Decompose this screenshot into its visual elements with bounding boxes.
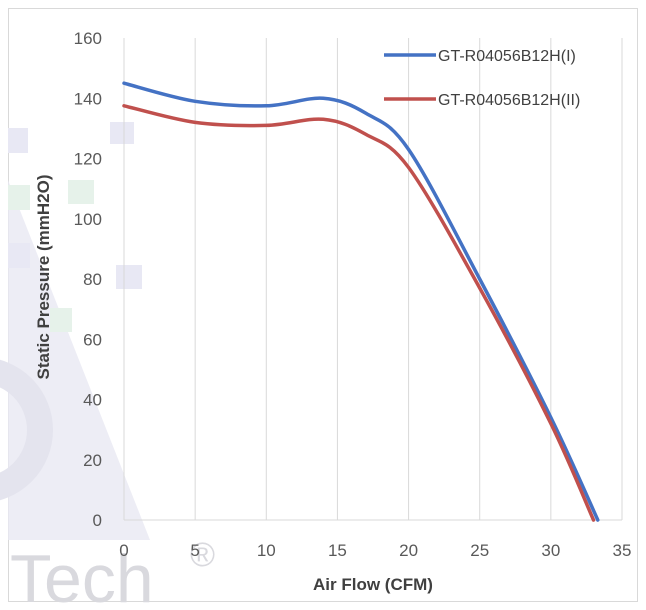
watermark-triangle: [8, 180, 150, 540]
x-tick-label: 25: [470, 541, 489, 560]
watermark-square: [8, 243, 30, 268]
watermark-square: [116, 265, 142, 289]
y-tick-label: 40: [83, 391, 102, 410]
watermark-text: Tech: [10, 541, 154, 610]
legend-label-1: GT-R04056B12H(I): [438, 48, 576, 65]
series-layer: [122, 81, 600, 522]
watermark-square: [8, 128, 28, 153]
watermark: Tech ®: [0, 122, 215, 610]
x-tick-label: 5: [190, 541, 199, 560]
watermark-registered: ®: [190, 536, 215, 574]
watermark-swirl: [0, 359, 53, 501]
legend-label-2: GT-R04056B12H(II): [438, 92, 580, 109]
x-tick-label: 0: [119, 541, 128, 560]
watermark-square: [50, 308, 72, 332]
series-line-1: [122, 81, 600, 522]
y-tick-label: 0: [93, 511, 102, 530]
x-axis-title: Air Flow (CFM): [313, 575, 433, 594]
x-tick-label: 20: [399, 541, 418, 560]
y-tick-labels: 0 20 40 60 80 100 120 140 160: [74, 29, 102, 530]
x-tick-label: 10: [257, 541, 276, 560]
watermark-square: [110, 122, 134, 144]
y-tick-label: 60: [83, 330, 102, 349]
x-tick-label: 15: [328, 541, 347, 560]
x-tick-label: 30: [541, 541, 560, 560]
y-tick-label: 100: [74, 210, 102, 229]
y-tick-label: 140: [74, 89, 102, 108]
legend: GT-R04056B12H(I) GT-R04056B12H(II): [384, 48, 580, 109]
y-tick-label: 120: [74, 150, 102, 169]
y-axis-title: Static Pressure (mmH2O): [34, 174, 53, 379]
watermark-square: [8, 185, 30, 210]
watermark-square: [68, 180, 94, 204]
y-tick-label: 80: [83, 270, 102, 289]
series-line-2: [122, 104, 596, 522]
y-tick-label: 20: [83, 451, 102, 470]
y-tick-label: 160: [74, 29, 102, 48]
grid-lines: [123, 38, 623, 521]
x-tick-labels: 0 5 10 15 20 25 30 35: [119, 541, 631, 560]
x-tick-label: 35: [613, 541, 632, 560]
